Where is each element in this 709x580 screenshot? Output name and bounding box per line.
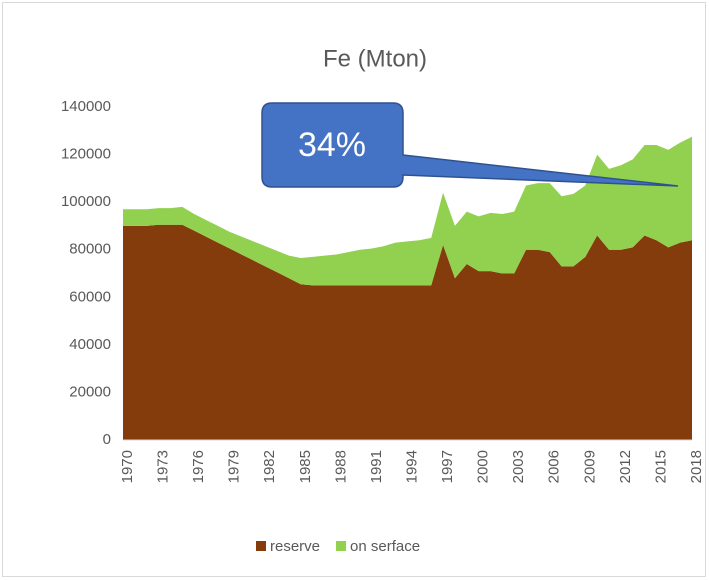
y-tick-label: 0 [103, 431, 111, 448]
callout [261, 102, 679, 188]
x-tick-label: 1988 [332, 450, 349, 483]
x-tick-label: 2012 [617, 450, 634, 483]
chart-title: Fe (Mton) [323, 45, 427, 72]
area [123, 224, 692, 440]
callout-text: 34% [298, 126, 366, 164]
x-tick-label: 1970 [119, 450, 136, 483]
x-tick-label: 1976 [190, 450, 207, 483]
x-tick-label: 2018 [688, 450, 705, 483]
x-tick-label: 2000 [475, 450, 492, 483]
legend-swatch [256, 541, 266, 551]
x-tick-label: 2003 [510, 450, 527, 483]
x-tick-label: 1991 [368, 450, 385, 483]
y-tick-label: 40000 [69, 336, 111, 353]
x-tick-label: 2009 [581, 450, 598, 483]
legend-label: on serface [350, 538, 420, 555]
y-tick-label: 60000 [69, 288, 111, 305]
y-tick-label: 100000 [61, 193, 111, 210]
y-tick-label: 80000 [69, 241, 111, 258]
y-tick-label: 140000 [61, 98, 111, 115]
legend-label: reserve [270, 538, 320, 555]
x-tick-label: 1985 [297, 450, 314, 483]
y-tick-label: 120000 [61, 146, 111, 163]
x-tick-label: 2006 [546, 450, 563, 483]
x-tick-label: 1994 [403, 450, 420, 483]
legend-swatch [336, 541, 347, 551]
x-tick-label: 1973 [155, 450, 172, 483]
x-tick-label: 1982 [261, 450, 278, 483]
y-tick-label: 20000 [69, 383, 111, 400]
area [123, 136, 692, 286]
x-tick-label: 1997 [439, 450, 456, 483]
x-tick-label: 1979 [226, 450, 243, 483]
x-tick-label: 2015 [652, 450, 669, 483]
